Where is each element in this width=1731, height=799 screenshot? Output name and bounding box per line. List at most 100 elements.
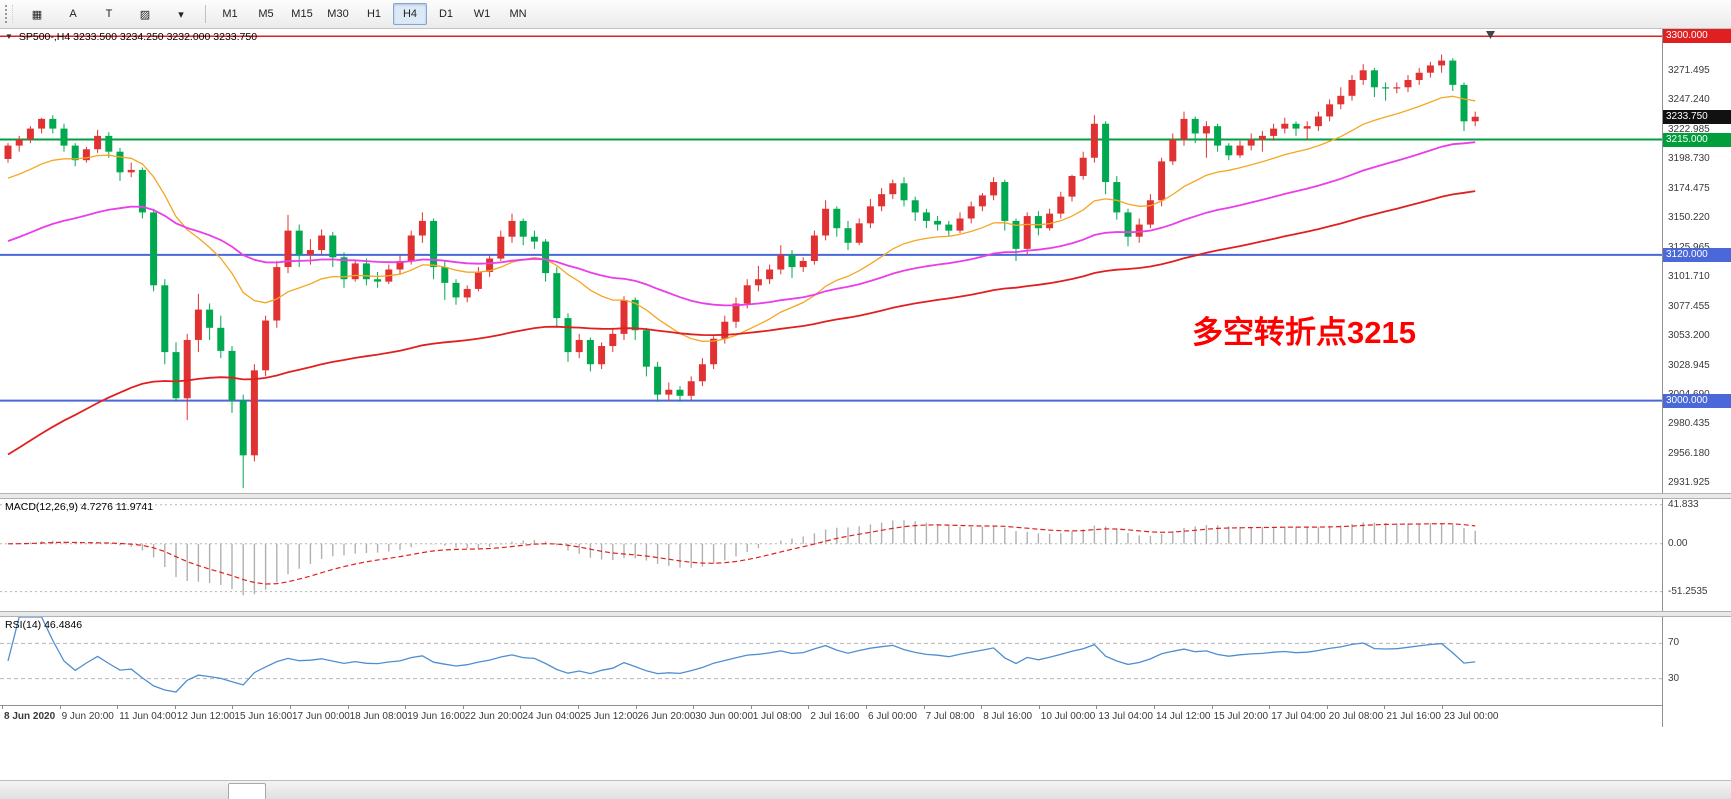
moving-average-slow (7, 190, 1476, 456)
timeframe-m5[interactable]: M5 (258, 8, 274, 20)
time-tick (174, 706, 176, 709)
price-badge-3000.000: 3000.000 (1663, 393, 1731, 408)
timeframe-mn[interactable]: MN (509, 8, 527, 20)
time-label: 17 Jul 04:00 (1271, 711, 1326, 722)
axis-separator (1662, 493, 1731, 499)
time-tick (405, 706, 407, 709)
price-tick-label: 2931.925 (1668, 477, 1710, 489)
time-tick (462, 706, 464, 709)
rsi-axis-label: 70 (1668, 637, 1680, 649)
timeframe-m30[interactable]: M30 (327, 8, 349, 20)
colors-icon[interactable]: ▨ (139, 8, 151, 21)
rsi-axis-label: 30 (1668, 672, 1680, 684)
time-tick (2, 706, 3, 709)
rsi-canvas[interactable] (0, 617, 1662, 705)
time-label: 10 Jul 00:00 (1040, 711, 1096, 722)
chart-tab[interactable] (228, 783, 266, 799)
time-label: 18 Jun 08:00 (349, 711, 408, 722)
main-chart-canvas[interactable] (0, 29, 1662, 493)
time-label: 6 Jul 00:00 (868, 711, 917, 722)
timeframe-w1[interactable]: W1 (473, 8, 491, 20)
time-tick (1211, 706, 1213, 709)
time-axis[interactable]: 8 Jun 2020 9 Jun 20:00 11 Jun 04:00 12 Jun … (0, 705, 1662, 727)
price-tick-label: 3053.200 (1668, 330, 1710, 342)
chart-area: ▼ SP500-,H4 3233.500 3234.250 3232.000 3… (0, 29, 1731, 727)
price-tick-label: 3101.710 (1668, 271, 1710, 283)
colors-dropdown-caret-icon[interactable]: ▾ (178, 8, 184, 21)
macd-axis-label: 41.833 (1668, 498, 1699, 510)
window-grid-icon[interactable]: ▦ (31, 8, 43, 21)
macd-axis-label: -51.2535 (1668, 585, 1708, 597)
price-tick-label: 3198.730 (1668, 153, 1710, 165)
price-axis[interactable]: 3295.7503271.4953247.2403222.9853198.730… (1662, 29, 1731, 727)
toolbar-separator (205, 5, 206, 23)
template-t-icon[interactable]: T (105, 8, 113, 20)
timeframe-m1[interactable]: M1 (222, 8, 238, 20)
timeframe-h4[interactable]: H4 (393, 3, 427, 25)
panel-separator[interactable] (0, 493, 1662, 499)
macd-canvas[interactable] (0, 499, 1662, 611)
time-label: 13 Jul 04:00 (1098, 711, 1153, 722)
time-label: 20 Jul 08:00 (1328, 711, 1384, 722)
price-badge-3233.750: 3233.750 (1663, 109, 1731, 124)
macd-label: MACD(12,26,9) 4.7276 11.9741 (5, 501, 154, 513)
time-tick (1038, 706, 1040, 709)
price-tick-label: 3247.240 (1668, 94, 1710, 106)
price-tick-label: 2956.180 (1668, 447, 1710, 459)
time-label: 25 Jun 12:00 (580, 711, 638, 722)
macd-axis-label: 0.00 (1668, 537, 1688, 549)
time-label: 14 Jul 12:00 (1156, 711, 1211, 722)
time-label: 24 Jun 04:00 (522, 711, 581, 722)
rsi-panel: RSI(14) 46.4846 (0, 617, 1662, 705)
timeframe-d1[interactable]: D1 (438, 8, 454, 20)
chart-ohlc-values: 3233.500 3234.250 3232.000 3233.750 (73, 31, 258, 43)
chart-shift-marker (1486, 31, 1495, 39)
time-tick (808, 706, 810, 709)
timeframe-h1[interactable]: H1 (366, 8, 382, 20)
symbol-caret-icon: ▼ (5, 32, 13, 41)
price-badge-3300.000: 3300.000 (1663, 29, 1731, 44)
text-a-icon[interactable]: A (69, 8, 77, 20)
panel-separator[interactable] (0, 611, 1662, 617)
time-tick (866, 706, 867, 709)
bottom-bar (0, 780, 1731, 799)
time-tick (981, 706, 983, 709)
time-label: 11 Jun 04:00 (119, 711, 177, 722)
time-tick (59, 706, 61, 709)
moving-average-mid (7, 141, 1476, 307)
time-tick (1154, 706, 1155, 709)
toolbar-grip (5, 5, 13, 23)
price-tick-label: 3028.945 (1668, 359, 1710, 371)
time-tick (750, 706, 752, 709)
time-tick (290, 706, 291, 709)
macd-panel: MACD(12,26,9) 4.7276 11.9741 (0, 499, 1662, 611)
axis-separator (1662, 611, 1731, 617)
time-tick (1326, 706, 1328, 709)
price-tick-label: 2980.435 (1668, 418, 1710, 430)
price-tick-label: 3125.965 (1668, 242, 1710, 253)
toolbar: ▦ A T ▨ ▾ M1 M5 M15 M30 H1 H4 D1 W1 MN (0, 0, 1731, 29)
time-label: 12 Jun 12:00 (176, 711, 235, 722)
price-tick-label: 3174.475 (1668, 182, 1710, 194)
timeframe-m15[interactable]: M15 (291, 8, 313, 20)
time-tick (347, 706, 349, 709)
time-label: 17 Jun 00:00 (292, 711, 350, 722)
time-label: 26 Jun 20:00 (637, 711, 696, 722)
time-label: 15 Jul 20:00 (1213, 711, 1269, 722)
candlesticks (4, 54, 1479, 489)
time-tick (1442, 706, 1443, 709)
time-tick (923, 706, 925, 709)
price-tick-label: 3271.495 (1668, 64, 1710, 76)
time-label: 21 Jul 16:00 (1386, 711, 1441, 722)
time-label: 8 Jul 16:00 (983, 711, 1033, 722)
rsi-line (7, 617, 1476, 693)
time-tick (693, 706, 695, 709)
time-tick (1096, 706, 1098, 709)
time-label: 7 Jul 08:00 (925, 711, 975, 722)
time-tick (1384, 706, 1386, 709)
chart-title: ▼ SP500-,H4 3233.500 3234.250 3232.000 3… (5, 31, 257, 43)
time-label: 30 Jun 00:00 (695, 711, 754, 722)
time-tick (520, 706, 522, 709)
time-tick (635, 706, 637, 709)
